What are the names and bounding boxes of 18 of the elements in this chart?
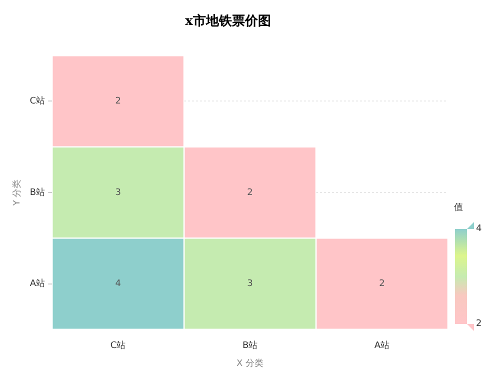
y-tick-label: C站: [30, 96, 46, 107]
color-bar-label: 4: [476, 223, 482, 235]
legend-title: 值: [454, 202, 464, 214]
x-tick-label: A站: [374, 340, 390, 352]
data-label: 2: [247, 188, 253, 198]
x-tick-label: B站: [242, 340, 258, 352]
y-tick-label: A站: [30, 278, 46, 290]
data-label: 2: [379, 279, 385, 290]
data-label: 4: [115, 279, 122, 290]
y-tick-label: B站: [30, 186, 46, 198]
x-tick-label: C站: [110, 340, 126, 352]
color-bar-label: 2: [476, 318, 482, 330]
x-axis-title: X 分类: [236, 358, 264, 369]
y-axis-title: Y 分类: [12, 179, 23, 207]
data-label: 3: [247, 279, 253, 290]
chart-title: x市地铁票价图: [185, 13, 271, 30]
data-label: 3: [115, 188, 121, 198]
data-label: 2: [115, 96, 121, 107]
